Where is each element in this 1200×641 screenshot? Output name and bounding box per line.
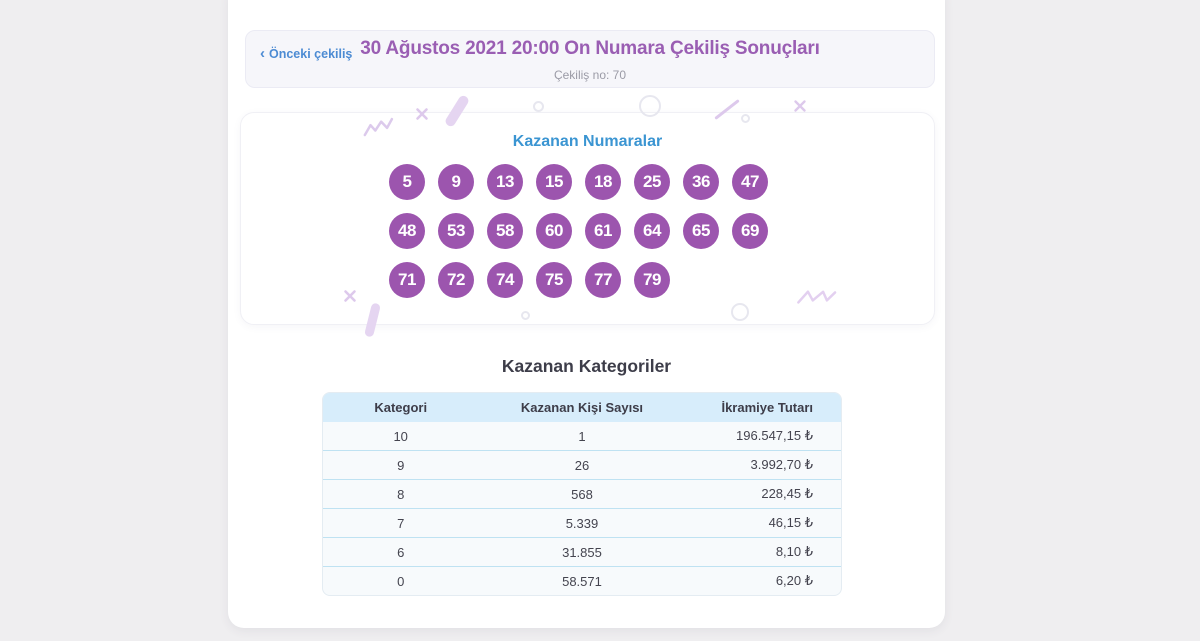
number-ball: 69 <box>732 213 768 249</box>
number-ball: 36 <box>683 164 719 200</box>
table-header-row: Kategori Kazanan Kişi Sayısı İkramiye Tuta… <box>323 393 841 422</box>
number-ball: 15 <box>536 164 572 200</box>
categories-title: Kazanan Kategoriler <box>501 356 672 376</box>
table-row: 7 5.339 46,15 ₺ <box>323 508 841 538</box>
winning-numbers-card: Kazanan Numaralar 5 9 13 15 18 25 36 47 48 53 58 60… <box>240 112 935 325</box>
prize-amount-cell: 46,15 ₺ <box>685 508 841 538</box>
number-ball: 77 <box>585 262 621 298</box>
number-ball: 47 <box>732 164 768 200</box>
number-ball: 60 <box>536 213 572 249</box>
previous-draw-link[interactable]: ‹ Önceki çekiliş <box>260 45 353 62</box>
number-ball: 13 <box>487 164 523 200</box>
column-header: Kategori <box>323 393 479 422</box>
column-header: Kazanan Kişi Sayısı <box>478 393 686 422</box>
table-row: 9 26 3.992,70 ₺ <box>323 450 841 480</box>
ball-row: 71 72 74 75 77 79 <box>389 262 768 298</box>
category-cell: 7 <box>323 508 479 538</box>
table-row: 0 58.571 6,20 ₺ <box>323 566 841 595</box>
number-ball: 53 <box>438 213 474 249</box>
number-ball: 61 <box>585 213 621 249</box>
number-ball: 74 <box>487 262 523 298</box>
category-cell: 10 <box>393 428 408 444</box>
chevron-left-icon: ‹ <box>260 45 265 62</box>
draw-number: Çekiliş no: 70 <box>553 68 627 82</box>
winner-count-cell: 5.339 <box>478 508 686 538</box>
number-ball: 48 <box>389 213 425 249</box>
prize-amount-cell: 6,20 ₺ <box>685 566 841 595</box>
categories-table-wrap: Kategori Kazanan Kişi Sayısı İkramiye Tuta… <box>322 392 842 596</box>
number-ball: 9 <box>438 164 474 200</box>
category-cell: 8 <box>323 479 479 509</box>
winning-numbers-title: Kazanan Numaralar <box>512 133 663 150</box>
number-ball: 79 <box>634 262 670 298</box>
number-ball: 72 <box>438 262 474 298</box>
table-row: 6 31.855 8,10 ₺ <box>323 537 841 567</box>
prize-amount-cell: 228,45 ₺ <box>685 479 841 509</box>
table-row: 10 1 196.547,15 ₺ <box>323 422 841 451</box>
table-row: 8 568 228,45 ₺ <box>323 479 841 509</box>
winner-count-cell: 568 <box>478 479 686 509</box>
previous-draw-label: Önceki çekiliş <box>269 47 353 61</box>
winner-count-cell: 31.855 <box>478 537 686 567</box>
winner-count-cell: 58.571 <box>478 566 686 595</box>
prize-amount-cell: 3.992,70 ₺ <box>685 450 841 480</box>
number-ball: 75 <box>536 262 572 298</box>
ball-row: 5 9 13 15 18 25 36 47 <box>389 164 768 200</box>
number-ball: 5 <box>389 164 425 200</box>
prize-amount-cell: 196.547,15 ₺ <box>736 428 813 443</box>
category-cell: 9 <box>323 450 479 480</box>
draw-header-card: ‹ Önceki çekiliş 30 Ağustos 2021 20:00 O… <box>245 30 935 88</box>
categories-table: Kategori Kazanan Kişi Sayısı İkramiye Tuta… <box>323 393 841 595</box>
ball-row: 48 53 58 60 61 64 65 69 <box>389 213 768 249</box>
number-ball: 58 <box>487 213 523 249</box>
category-cell: 0 <box>323 566 479 595</box>
prize-amount-cell: 8,10 ₺ <box>685 537 841 567</box>
column-header: İkramiye Tutarı <box>685 393 841 422</box>
winner-count-cell: 1 <box>578 428 586 444</box>
number-ball: 65 <box>683 213 719 249</box>
page-title: 30 Ağustos 2021 20:00 On Numara Çekiliş … <box>360 38 820 59</box>
number-ball: 25 <box>634 164 670 200</box>
number-ball: 71 <box>389 262 425 298</box>
category-cell: 6 <box>323 537 479 567</box>
winning-numbers-grid: 5 9 13 15 18 25 36 47 48 53 58 60 61 64 65 69 71 72 74 75 77… <box>389 164 768 311</box>
number-ball: 18 <box>585 164 621 200</box>
winner-count-cell: 26 <box>478 450 686 480</box>
number-ball: 64 <box>634 213 670 249</box>
